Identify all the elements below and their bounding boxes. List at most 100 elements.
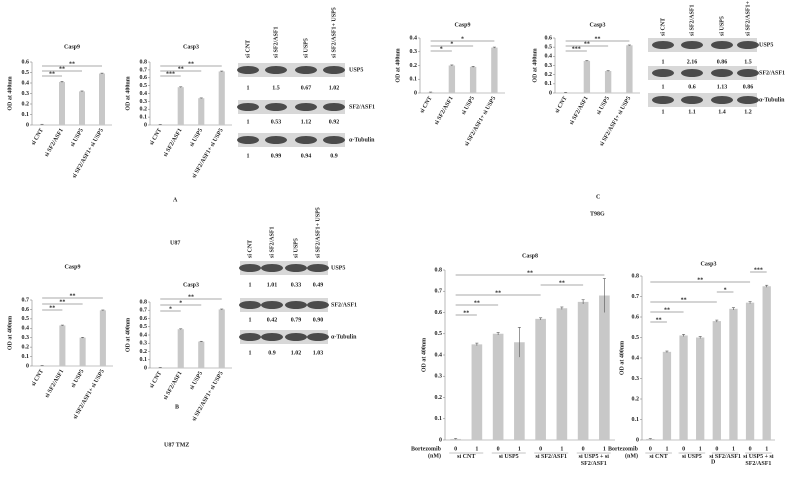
y-tick-label: 0.3: [545, 63, 553, 69]
blot-band: [323, 103, 345, 111]
chart-title: Casp9: [64, 44, 80, 50]
band-value: 1.03: [313, 350, 324, 356]
bar: [729, 308, 738, 440]
bar: [177, 87, 184, 125]
chart-title: Casp9: [64, 264, 80, 270]
blot-band: [295, 103, 317, 111]
band-value: 0.6: [688, 84, 696, 90]
band-value: 0.9: [268, 350, 276, 356]
blot-band: [681, 69, 703, 77]
significance-label: **: [70, 293, 76, 299]
blot-band: [652, 41, 674, 49]
x-axis-label: (nM): [428, 452, 441, 459]
bar: [745, 302, 755, 440]
bar: [514, 342, 525, 440]
band-value: 0.86: [743, 84, 754, 90]
x-axis-label: Bortezomib: [608, 446, 639, 452]
group-label-text: si USP5 + si SF2/ASF1: [743, 454, 774, 467]
x-tick-label: si CNT: [419, 96, 433, 115]
y-tick-label: 0.3: [410, 49, 418, 55]
band-value: 1: [662, 59, 665, 65]
blot-band: [239, 333, 261, 341]
x-tick-label: si SF2/ASF1: [434, 96, 455, 126]
significance-label: ***: [572, 46, 581, 52]
chart-title: Casp3: [589, 22, 605, 28]
band-value: 1.1: [688, 109, 696, 115]
x-tick-label: 1: [699, 446, 702, 452]
row-label: α-Tubulin: [349, 137, 375, 143]
x-tick-label: 0: [497, 446, 500, 452]
x-tick-label: si USP5: [70, 128, 85, 148]
band-value: 1.2: [744, 109, 752, 115]
x-tick-label: si SF2/ASF1: [44, 369, 65, 399]
x-tick-label: 0: [749, 446, 752, 452]
band-value: 0.94: [301, 153, 312, 159]
group-label: si USP5: [682, 454, 702, 460]
blot-band: [295, 136, 317, 144]
x-tick-label: si CNT: [31, 369, 45, 388]
y-tick-label: 0.2: [140, 349, 148, 355]
bar: [198, 341, 205, 368]
blot-band: [261, 333, 283, 341]
x-tick-label: si CNT: [149, 128, 163, 147]
y-tick-label: 0.4: [140, 332, 148, 338]
y-tick-label: 0.3: [140, 99, 148, 105]
group-label: si CNT: [650, 454, 668, 460]
significance-label: **: [188, 294, 194, 300]
significance-label: **: [495, 290, 501, 296]
band-value: 1: [247, 85, 250, 91]
significance-label: **: [178, 66, 184, 72]
bar: [556, 308, 568, 440]
group-label: si USP5 + si SF2/ASF1: [579, 454, 609, 467]
chart-title: Casp8: [522, 253, 538, 259]
bar: [535, 318, 546, 440]
significance-label: **: [656, 317, 662, 323]
significance-label: **: [697, 277, 703, 283]
band-value: 0.42: [267, 317, 278, 323]
y-axis-label: OD at 400nm: [395, 48, 401, 82]
y-tick-label: 0.6: [22, 307, 30, 313]
y-tick-label: 0.5: [435, 331, 443, 337]
blot-band: [711, 96, 733, 104]
bar: [59, 325, 66, 366]
bar: [679, 335, 688, 440]
band-value: 1.5: [272, 85, 280, 91]
group-label: si SF2/ASF1: [709, 454, 741, 460]
y-axis-label: OD at 400nm: [7, 76, 13, 110]
significance-label: *: [450, 41, 453, 47]
y-tick-label: 0.7: [22, 297, 30, 303]
lane-label: si USP5: [293, 238, 299, 258]
y-tick-label: 0.3: [632, 376, 640, 382]
band-value: 0.90: [313, 317, 324, 323]
y-tick-label: 0.5: [140, 324, 148, 330]
y-axis-label: OD at 400nm: [532, 48, 538, 82]
blot-band: [261, 301, 283, 309]
significance-label: **: [664, 307, 670, 313]
significance-label: **: [59, 66, 65, 72]
y-tick-label: 0: [636, 437, 639, 443]
blot-band: [711, 41, 733, 49]
cell-line: T98G: [590, 211, 605, 217]
blot-band: [681, 96, 703, 104]
panel-letter: D: [711, 459, 716, 465]
lane-label: si SF2/ASF1: [273, 26, 279, 58]
band-value: 1.13: [717, 84, 728, 90]
bar: [646, 438, 655, 440]
lane-label: si CNT: [247, 240, 253, 258]
bar: [762, 286, 771, 440]
band-value: 1: [249, 282, 252, 288]
y-tick-label: 0.6: [632, 314, 640, 320]
row-label: SF2/ASF1: [349, 104, 375, 110]
y-tick-label: 0.4: [545, 54, 553, 60]
significance-label: **: [463, 310, 469, 316]
x-tick-label: 0: [582, 446, 585, 452]
significance-label: **: [681, 297, 687, 303]
y-tick-label: 0.4: [435, 352, 443, 358]
significance-label: **: [49, 305, 55, 311]
bar: [577, 301, 589, 440]
lane-label: si USP5: [719, 16, 725, 36]
significance-label: ***: [166, 71, 175, 77]
blot-band: [239, 264, 261, 272]
chart-title: Casp9: [454, 22, 470, 28]
